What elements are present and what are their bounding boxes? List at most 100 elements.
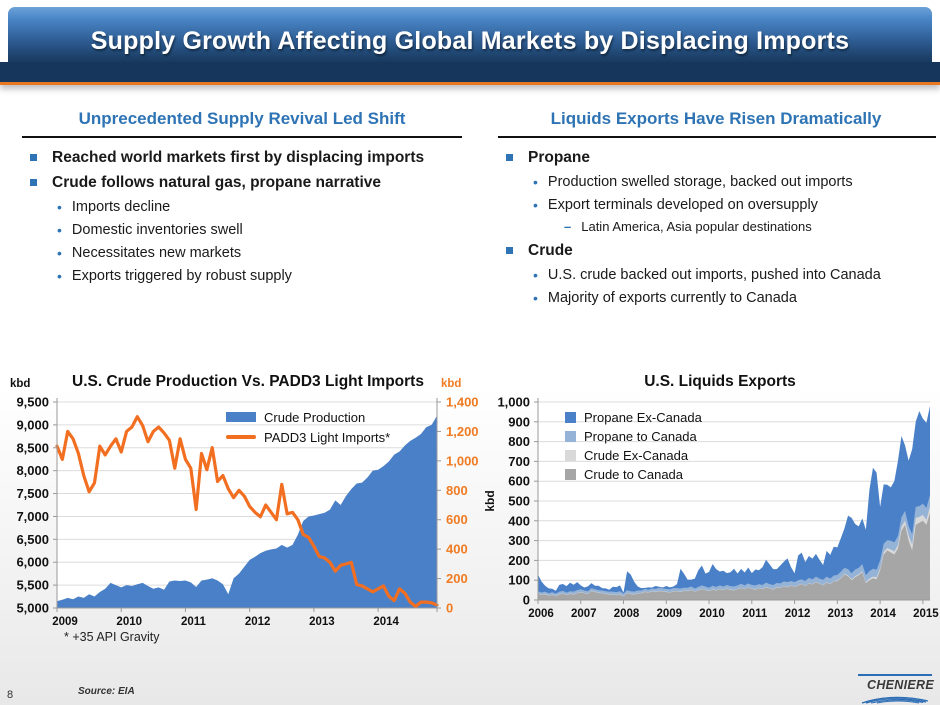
bullet-text: Crude follows natural gas, propane narra… — [52, 174, 382, 192]
svg-text:2014: 2014 — [373, 616, 399, 628]
sub-bullet-text: U.S. crude backed out imports, pushed in… — [547, 267, 881, 284]
title-bar-accent-strip — [0, 62, 940, 85]
svg-text:2011: 2011 — [181, 616, 207, 628]
svg-text:9,500: 9,500 — [16, 395, 49, 410]
svg-text:400: 400 — [508, 513, 530, 528]
svg-text:0: 0 — [446, 601, 453, 616]
svg-text:6,000: 6,000 — [16, 555, 49, 570]
svg-text:2013: 2013 — [309, 616, 335, 628]
sub-bullet-item: • Necessitates new markets — [57, 244, 458, 263]
square-bullet-icon — [30, 154, 37, 161]
svg-text:1,200: 1,200 — [446, 424, 479, 439]
svg-text:5,000: 5,000 — [16, 601, 49, 616]
legend-label: PADD3 Light Imports* — [264, 429, 391, 445]
legend-entry: Crude Ex-Canada — [565, 446, 702, 465]
legend-swatch — [565, 469, 576, 480]
title-bar: Supply Growth Affecting Global Markets b… — [0, 0, 940, 90]
svg-text:8,500: 8,500 — [16, 440, 49, 455]
bullet-item: Reached world markets first by displacin… — [30, 148, 458, 168]
svg-text:2007: 2007 — [571, 608, 597, 620]
square-bullet-icon — [30, 179, 37, 187]
legend-entry: PADD3 Light Imports* — [226, 427, 390, 447]
legend-swatch — [226, 435, 256, 439]
bullet-text: Reached world markets first by displacin… — [52, 149, 425, 166]
svg-text:2010: 2010 — [116, 616, 142, 628]
svg-text:2009: 2009 — [52, 616, 78, 628]
dash-bullet-icon: – — [564, 218, 572, 234]
bullet-text: Propane — [528, 149, 591, 166]
cheniere-logo: CHENIERE — [854, 674, 934, 704]
svg-text:800: 800 — [508, 434, 530, 449]
left-section-rule — [22, 136, 462, 138]
svg-text:1,000: 1,000 — [497, 395, 530, 410]
legend-swatch — [565, 450, 576, 461]
svg-text:2008: 2008 — [614, 608, 640, 620]
bullet-item: Propane — [506, 148, 932, 168]
bullet-item: Crude — [506, 241, 932, 261]
us-liquids-exports-chart: 0 100 200 300 400 500 600 700 800 900 1,000 2006 200… — [483, 395, 939, 621]
dot-bullet-icon: • — [57, 199, 62, 216]
sub-bullet-item: • Domestic inventories swell — [57, 221, 458, 240]
dot-bullet-icon: • — [57, 245, 62, 262]
svg-text:6,500: 6,500 — [16, 532, 49, 547]
svg-text:2012: 2012 — [245, 616, 271, 628]
svg-text:7,000: 7,000 — [16, 509, 49, 524]
dash-bullet-text: Latin America, Asia popular destinations — [581, 218, 812, 234]
svg-text:1,000: 1,000 — [446, 453, 479, 468]
chart1-left-axis-unit: kbd — [10, 378, 31, 390]
dot-bullet-icon: • — [57, 267, 62, 284]
left-section-header: Unprecedented Supply Revival Led Shift — [78, 109, 406, 128]
legend-label: Crude to Canada — [584, 467, 684, 482]
square-bullet-icon — [506, 154, 513, 161]
right-section-rule — [498, 136, 936, 138]
sub-bullet-text: Imports decline — [71, 199, 171, 216]
dot-bullet-icon: • — [533, 290, 538, 307]
svg-text:700: 700 — [508, 454, 530, 469]
legend-entry: Propane to Canada — [565, 427, 702, 446]
svg-text:2014: 2014 — [870, 608, 896, 620]
sub-bullet-item: • Exports triggered by robust supply — [57, 267, 458, 286]
chart2-title: U.S. Liquids Exports — [644, 373, 796, 390]
legend-label: Propane Ex-Canada — [584, 410, 702, 425]
svg-text:2006: 2006 — [528, 608, 554, 620]
svg-text:200: 200 — [508, 553, 530, 568]
legend-label: Crude Production — [264, 409, 366, 425]
slide-title: Supply Growth Affecting Global Markets b… — [90, 27, 850, 55]
svg-text:2011: 2011 — [742, 608, 768, 620]
legend-swatch — [565, 412, 576, 423]
left-bullet-list: Reached world markets first by displacin… — [30, 148, 458, 290]
svg-text:900: 900 — [508, 414, 530, 429]
sub-bullet-text: Majority of exports currently to Canada — [547, 290, 797, 307]
logo-text: CHENIERE — [867, 678, 934, 692]
sub-bullet-text: Domestic inventories swell — [71, 222, 243, 239]
legend-swatch — [565, 431, 576, 442]
svg-text:2010: 2010 — [699, 608, 725, 620]
svg-text:8,000: 8,000 — [16, 463, 49, 478]
sub-bullet-text: Necessitates new markets — [71, 245, 242, 262]
sub-bullet-text: Exports triggered by robust supply — [71, 267, 292, 284]
svg-text:kbd: kbd — [483, 490, 497, 511]
svg-text:200: 200 — [446, 571, 468, 586]
dot-bullet-icon: • — [533, 197, 538, 214]
square-bullet-icon — [506, 247, 513, 255]
svg-text:1,400: 1,400 — [446, 395, 479, 410]
legend-entry: Crude to Canada — [565, 465, 702, 484]
svg-text:0: 0 — [523, 593, 530, 608]
sub-bullet-text: Export terminals developed on oversupply — [547, 197, 818, 214]
svg-text:2009: 2009 — [656, 608, 682, 620]
legend-entry: Propane Ex-Canada — [565, 408, 702, 427]
svg-text:2012: 2012 — [785, 608, 811, 620]
svg-text:100: 100 — [508, 573, 530, 588]
legend-swatch — [226, 412, 256, 422]
svg-text:9,000: 9,000 — [16, 417, 49, 432]
bullet-item: Crude follows natural gas, propane narra… — [30, 173, 458, 193]
sub-bullet-text: Production swelled storage, backed out i… — [547, 174, 853, 191]
logo-line — [858, 674, 932, 676]
chart1-title: U.S. Crude Production Vs. PADD3 Light Im… — [72, 373, 424, 390]
dot-bullet-icon: • — [533, 174, 538, 191]
chart2-legend: Propane Ex-Canada Propane to Canada Crude … — [565, 408, 702, 484]
chart1-footnote: * +35 API Gravity — [64, 630, 160, 644]
chart1-legend: Crude Production PADD3 Light Imports* — [226, 407, 390, 447]
sub-bullet-item: • Majority of exports currently to Canad… — [533, 289, 932, 308]
